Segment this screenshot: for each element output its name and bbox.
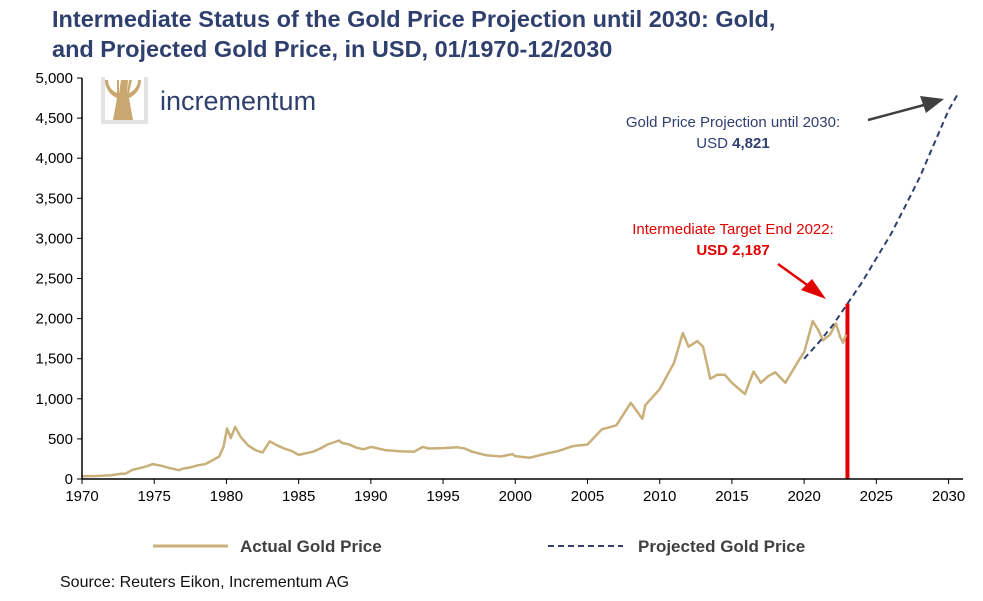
y-tick-label: 2,500 (35, 271, 73, 288)
y-tick-label: 3,500 (35, 190, 73, 207)
x-tick-label: 2020 (787, 488, 820, 505)
x-tick-label: 2025 (860, 488, 893, 505)
y-tick-label: 4,000 (35, 150, 73, 167)
x-tick-label: 1990 (354, 488, 387, 505)
chart-title-line2: and Projected Gold Price, in USD, 01/197… (52, 36, 613, 62)
y-tick-label: 3,000 (35, 230, 73, 247)
y-tick-label: 500 (48, 431, 73, 448)
y-tick-label: 1,000 (35, 391, 73, 408)
projection-prefix: USD (696, 135, 732, 152)
projection-annotation-line1: Gold Price Projection until 2030: (626, 114, 840, 131)
source-note: Source: Reuters Eikon, Incrementum AG (60, 574, 350, 591)
y-tick-label: 4,500 (35, 110, 73, 127)
x-tick-label: 2030 (932, 488, 965, 505)
incrementum-logo: incrementum (101, 77, 316, 124)
projection-arrow (867, 103, 925, 122)
tree-logo-icon (101, 77, 148, 124)
x-tick-label: 1975 (138, 488, 171, 505)
x-tick-label: 1995 (426, 488, 459, 505)
target-annotation-line1: Intermediate Target End 2022: (632, 221, 834, 238)
x-tick-label: 1985 (282, 488, 315, 505)
projection-annotation-line2: USD 4,821 (696, 135, 769, 152)
actual-gold-price-line (81, 319, 848, 478)
y-tick-label: 5,000 (35, 70, 73, 87)
logo-wordmark: incrementum (160, 86, 316, 116)
x-tick-label: 2000 (499, 488, 532, 505)
target-arrow (777, 262, 811, 289)
target-bar (845, 303, 850, 479)
x-tick-label: 2005 (571, 488, 604, 505)
y-tick-label: 2,000 (35, 311, 73, 328)
projection-value: 4,821 (732, 135, 770, 152)
legend-actual-label: Actual Gold Price (240, 537, 382, 556)
x-tick-label: 1970 (65, 488, 98, 505)
target-annotation-line2: USD 2,187 (696, 242, 769, 259)
x-tick-label: 1980 (210, 488, 243, 505)
legend: Actual Gold Price Projected Gold Price (153, 537, 805, 556)
x-tick-label: 2010 (643, 488, 676, 505)
chart-title: Intermediate Status of the Gold Price Pr… (52, 4, 972, 64)
y-tick-label: 1,500 (35, 351, 73, 368)
x-tick-label: 2015 (715, 488, 748, 505)
chart-title-line1: Intermediate Status of the Gold Price Pr… (52, 6, 776, 32)
legend-projected-label: Projected Gold Price (638, 537, 805, 556)
projected-gold-price-line (803, 91, 960, 360)
target-arrowhead (801, 279, 826, 299)
projection-arrowhead (920, 96, 944, 113)
y-tick-label: 0 (65, 471, 73, 488)
